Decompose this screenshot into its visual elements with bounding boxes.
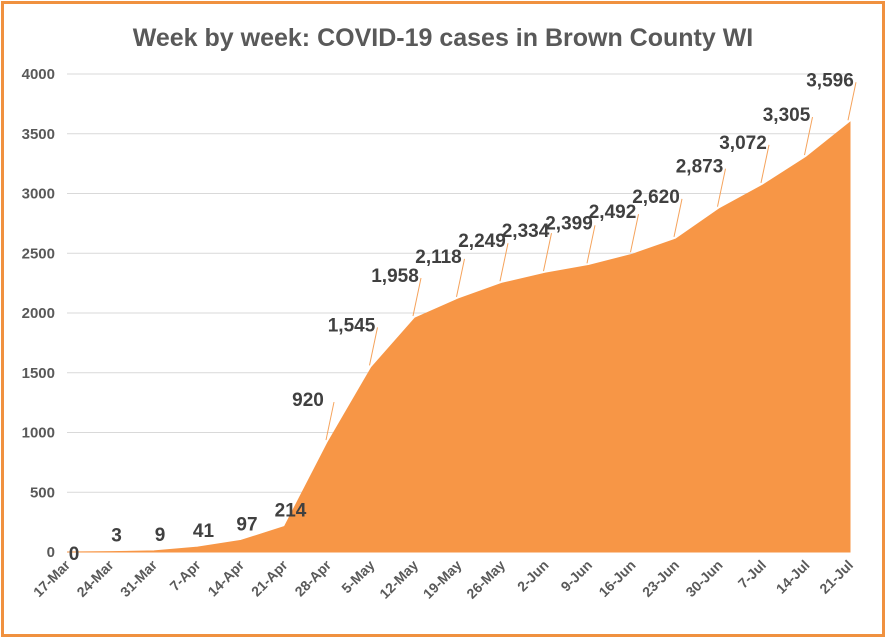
data-label: 920	[292, 390, 324, 411]
data-label: 2,620	[632, 187, 680, 208]
x-tick-label: 17-Mar	[30, 556, 74, 600]
data-label: 0	[69, 544, 80, 565]
leader-line	[369, 327, 378, 366]
data-label: 3,072	[719, 133, 767, 154]
x-tick-label: 23-Jun	[639, 557, 682, 600]
leader-line	[717, 168, 726, 207]
y-tick-label: 3000	[22, 186, 55, 203]
data-label: 9	[155, 525, 166, 546]
x-tick-label: 21-Jul	[816, 557, 856, 597]
x-tick-label: 26-May	[463, 557, 508, 602]
x-axis-ticks: 17-Mar 24-Mar 31-Mar 7-Apr 14-Apr 21-Apr 28-Ap…	[30, 556, 856, 601]
data-label: 2,399	[545, 213, 593, 234]
x-tick-label: 14-Apr	[204, 556, 247, 599]
y-axis-ticks: 0 500 1000 1500 2000 2500 3000 3500 4000	[22, 66, 55, 561]
leader-line	[630, 214, 639, 253]
y-tick-label: 2500	[22, 245, 55, 262]
leader-line	[325, 401, 335, 441]
data-label: 2,873	[676, 157, 724, 178]
x-tick-label: 16-Jun	[595, 557, 638, 600]
leader-line	[804, 116, 813, 156]
data-label: 2,249	[458, 231, 506, 252]
x-tick-label: 7-Jul	[735, 557, 769, 591]
data-label: 2,492	[589, 202, 637, 223]
leader-line	[456, 258, 465, 298]
x-tick-label: 30-Jun	[682, 557, 725, 600]
data-label: 3,596	[806, 70, 854, 91]
leader-line	[543, 232, 552, 272]
y-tick-label: 0	[47, 544, 55, 561]
leader-line	[673, 198, 683, 238]
x-tick-label: 7-Apr	[166, 556, 204, 594]
data-label: 2,118	[415, 247, 462, 268]
leader-line	[586, 225, 596, 264]
chart-title: Week by week: COVID-19 cases in Brown Co…	[133, 24, 754, 52]
leader-line	[412, 277, 422, 317]
data-label: 41	[193, 521, 215, 542]
leader-line	[760, 144, 770, 183]
area-fill	[66, 121, 851, 553]
x-tick-label: 2-Jun	[514, 557, 552, 595]
data-label: 1,958	[371, 266, 419, 287]
x-tick-label: 28-Apr	[291, 556, 334, 599]
data-label: 2,334	[502, 221, 550, 242]
data-label: 3,305	[763, 105, 811, 126]
x-tick-label: 14-Jul	[773, 557, 813, 597]
x-tick-label: 9-Jun	[557, 557, 595, 595]
y-tick-label: 500	[30, 484, 55, 501]
x-tick-label: 19-May	[420, 557, 465, 602]
data-labels: 03 9 41 972149201,5451,9582,1182,2492,3342,…	[69, 70, 854, 565]
x-tick-label: 12-May	[376, 557, 421, 602]
x-tick-label: 5-May	[338, 557, 378, 597]
data-label: 97	[236, 514, 257, 535]
x-tick-label: 21-Apr	[248, 556, 291, 599]
y-tick-label: 2000	[22, 305, 55, 322]
data-label: 1,545	[328, 315, 376, 336]
y-tick-label: 1500	[22, 365, 55, 382]
label-leader-lines	[325, 82, 857, 441]
y-tick-label: 4000	[22, 66, 55, 83]
y-tick-label: 3500	[22, 126, 55, 143]
y-tick-label: 1000	[22, 425, 55, 442]
data-label: 214	[275, 500, 307, 521]
leader-line	[847, 82, 857, 121]
data-label: 3	[111, 526, 122, 547]
area-series	[66, 121, 851, 553]
x-tick-label: 24-Mar	[73, 556, 117, 600]
x-tick-label: 31-Mar	[117, 556, 161, 600]
leader-line	[499, 243, 509, 282]
